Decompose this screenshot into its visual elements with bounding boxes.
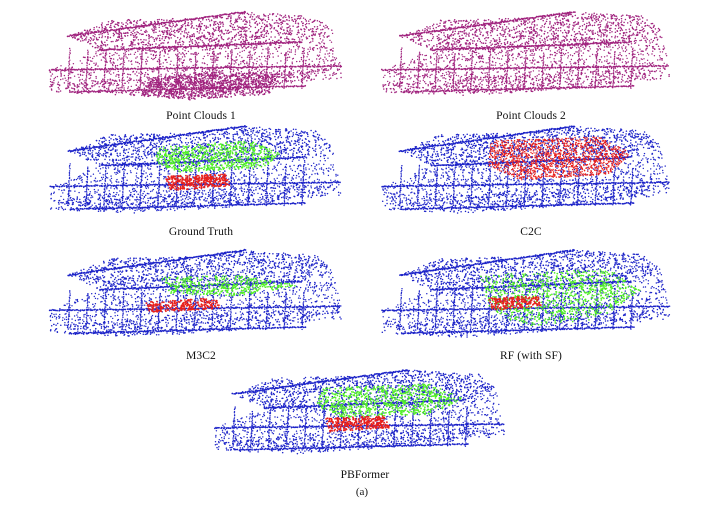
caption-ground-truth: Ground Truth — [40, 226, 362, 238]
panel-c2c: C2C — [372, 122, 690, 246]
panel-point-clouds-2: Point Clouds 2 — [372, 8, 690, 126]
caption-rf-with-sf: RF (with SF) — [372, 350, 690, 362]
panel-rf-with-sf: RF (with SF) — [372, 246, 690, 372]
point-cloud-m3c2 — [48, 248, 342, 337]
panel-pbformer: PBFormer — [205, 366, 525, 488]
panel-m3c2: M3C2 — [40, 246, 362, 372]
point-cloud-rf-with-sf — [381, 248, 671, 338]
panel-point-clouds-1: Point Clouds 1 — [40, 8, 362, 126]
point-cloud-pc1 — [48, 10, 343, 101]
caption-point-clouds-2: Point Clouds 2 — [372, 110, 690, 122]
point-cloud-ground-truth — [49, 125, 342, 214]
figure-sublabel: (a) — [0, 486, 724, 498]
caption-pbformer: PBFormer — [205, 469, 525, 481]
caption-m3c2: M3C2 — [40, 350, 362, 362]
panel-ground-truth: Ground Truth — [40, 122, 362, 246]
point-cloud-pc2 — [380, 11, 670, 97]
point-cloud-pbformer — [214, 369, 505, 455]
caption-point-clouds-1: Point Clouds 1 — [40, 110, 362, 122]
point-cloud-c2c — [381, 125, 670, 214]
caption-c2c: C2C — [372, 226, 690, 238]
